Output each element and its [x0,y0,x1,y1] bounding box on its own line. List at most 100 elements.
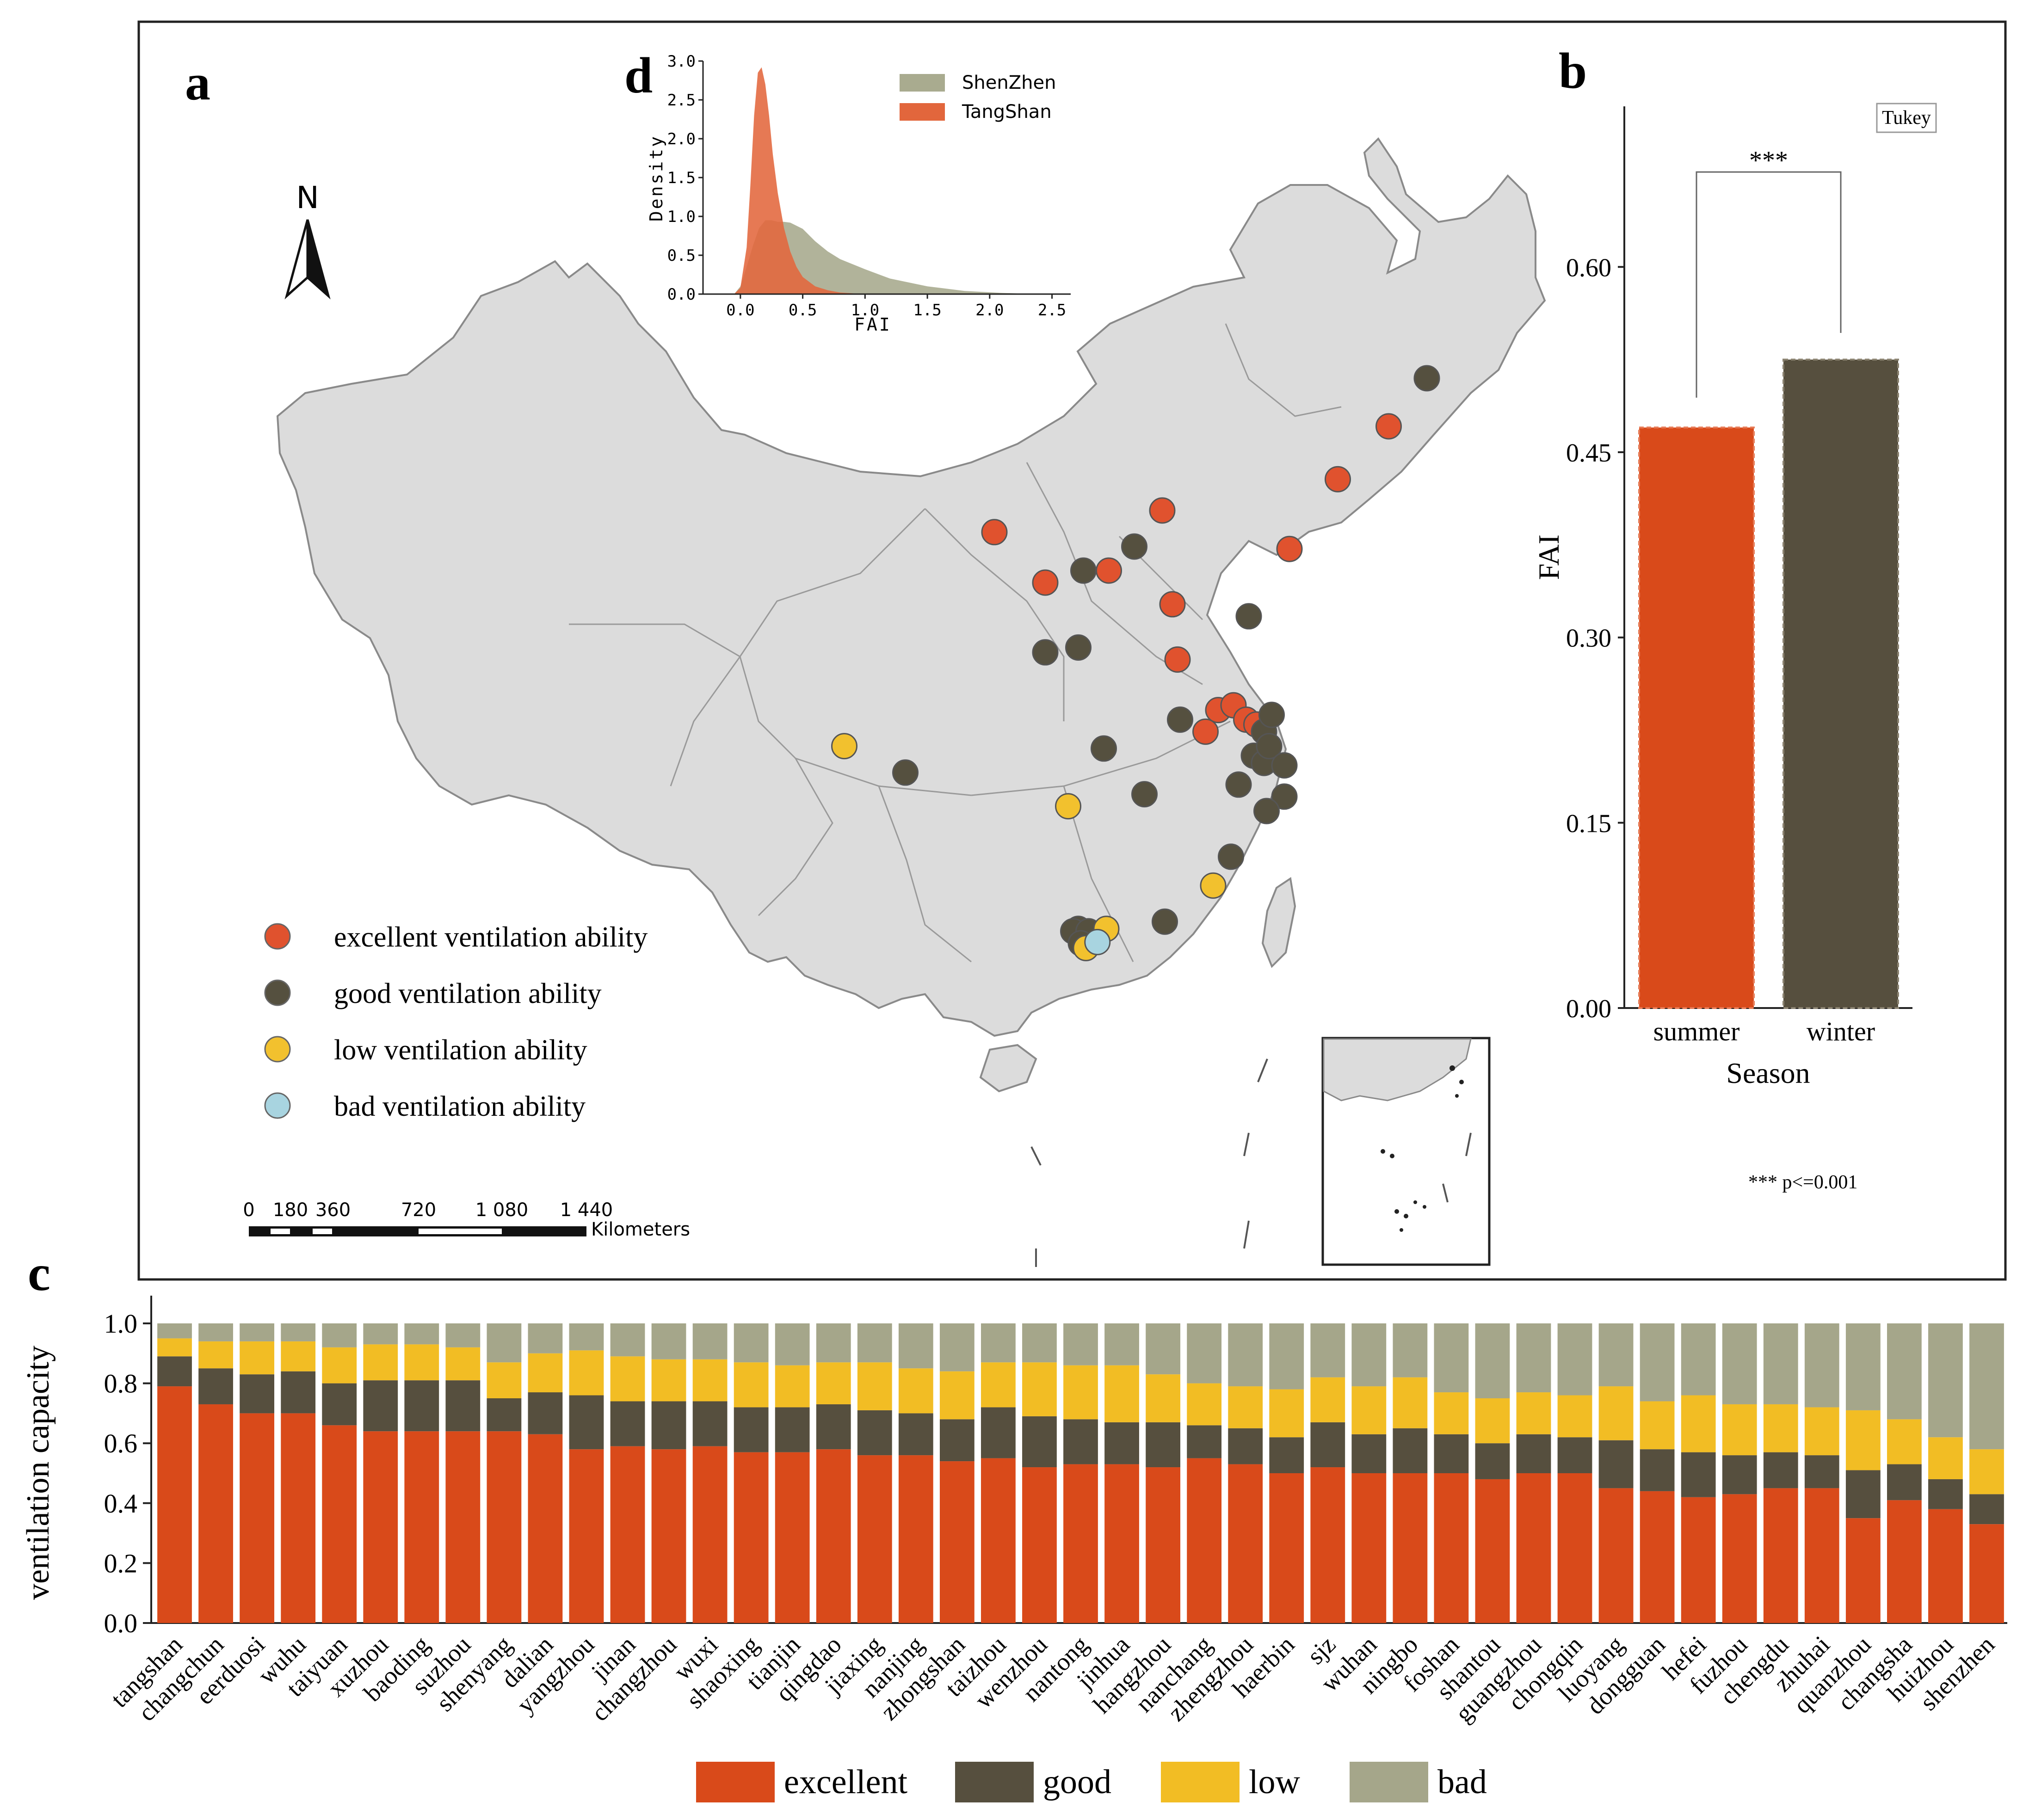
b-x-label: Season [1726,1057,1810,1089]
c-bar-bad [939,1323,974,1371]
d-y-tick-label: 2.0 [667,130,696,148]
b-significance-stars: *** [1749,146,1788,175]
map-point [1032,569,1059,596]
map-point [1276,535,1303,562]
c-bar-excellent [734,1452,769,1623]
c-bar-low [445,1347,481,1381]
c-bar-excellent [487,1431,522,1623]
c-bar-bad [198,1323,233,1341]
c-bar-bad [857,1323,892,1363]
d-x-tick-label: 0.0 [726,301,754,320]
c-bar-bad [1146,1323,1180,1375]
c-legend-label: low [1249,1763,1301,1801]
c-bar-low [528,1353,563,1393]
c-bar-excellent [322,1425,357,1623]
c-bar-good [1187,1425,1222,1458]
c-bar-low [569,1350,604,1396]
legend-label: good ventilation ability [334,978,602,1009]
c-bar-bad [1887,1323,1922,1420]
c-bar-bad [1804,1323,1839,1408]
c-bar-bad [1845,1323,1881,1410]
c-bar-low [1681,1395,1716,1452]
c-bar-excellent [569,1449,604,1623]
c-bar-bad [1475,1323,1510,1398]
b-y-tick-label: 0.60 [1566,253,1611,282]
c-bar-good [692,1401,728,1446]
c-bar-low [322,1347,357,1383]
c-bar-good [1928,1479,1963,1509]
c-bar-good [1351,1434,1387,1473]
c-legend-label: good [1043,1763,1111,1801]
taiwan-island [1261,877,1296,968]
panel-label-d: d [624,47,653,104]
c-bar-bad [1969,1323,2004,1450]
c-bar-good [939,1419,974,1462]
scale-unit: Kilometers [591,1219,690,1240]
c-legend-swatch [1350,1762,1428,1802]
c-legend-label: excellent [784,1763,907,1801]
scale-tick-label: 720 [401,1199,436,1221]
density-tangshan [734,67,865,294]
c-bar-bad [816,1323,851,1363]
c-bar-good [240,1374,275,1414]
map-point [1200,872,1227,899]
panel-label-b: b [1559,43,1587,99]
d-x-tick-label: 1.5 [913,301,941,320]
scale-tick-label: 1 440 [560,1199,613,1221]
d-y-tick-label: 1.0 [667,208,696,226]
c-bar-good [816,1404,851,1450]
c-bar-excellent [240,1413,275,1623]
c-bar-bad [1722,1323,1757,1404]
map-point [1253,798,1280,824]
c-bar-good [1557,1437,1592,1473]
c-bar-good [404,1380,439,1432]
d-x-label: FAI [854,314,892,335]
map-point [831,733,857,760]
c-bar-low [1887,1419,1922,1464]
c-bar-low [1269,1389,1304,1438]
c-bar-good [1516,1434,1551,1473]
c-legend-swatch [1161,1762,1240,1802]
c-bar-excellent [1763,1488,1798,1623]
c-bar-good [1722,1455,1757,1494]
c-bar-low [1763,1404,1798,1452]
c-bar-bad [1393,1323,1428,1377]
map-point [1271,783,1298,810]
c-bar-excellent [281,1413,316,1623]
c-bar-low [816,1362,851,1404]
scale-tick-label: 180 [273,1199,308,1221]
c-bar-excellent [1804,1488,1839,1623]
c-bar-excellent [816,1449,851,1623]
c-bar-good [487,1398,522,1432]
c-bar-excellent [651,1449,686,1623]
map-point [1149,497,1176,524]
c-bar-excellent [1557,1473,1592,1623]
c-bar-excellent [528,1434,563,1623]
panel-label-c: c [28,1245,50,1301]
c-bar-good [1228,1428,1263,1464]
c-bar-bad [1269,1323,1304,1390]
map-point [1091,735,1117,762]
b-x-tick-label: summer [1653,1016,1740,1046]
b-x-tick-label: winter [1807,1016,1875,1046]
c-bar-excellent [445,1431,481,1623]
map-point [1271,752,1298,779]
china-outline [276,137,1546,1037]
c-bar-bad [363,1323,398,1345]
c-bar-bad [445,1323,481,1347]
map-point [1258,701,1285,728]
c-bar-good [363,1380,398,1432]
c-bar-good [1146,1422,1180,1468]
c-legend-swatch [696,1762,775,1802]
map-point [1055,793,1081,820]
c-bar-low [734,1362,769,1408]
c-bar-low [1475,1398,1510,1444]
d-y-tick-label: 0.5 [667,246,696,265]
b-y-tick-label: 0.00 [1566,995,1611,1023]
c-bar-good [1969,1494,2004,1525]
c-bar-low [651,1359,686,1402]
map-point [1084,928,1111,955]
c-bar-good [445,1380,481,1432]
map-point [1218,843,1244,870]
d-y-tick-label: 0.0 [667,285,696,304]
